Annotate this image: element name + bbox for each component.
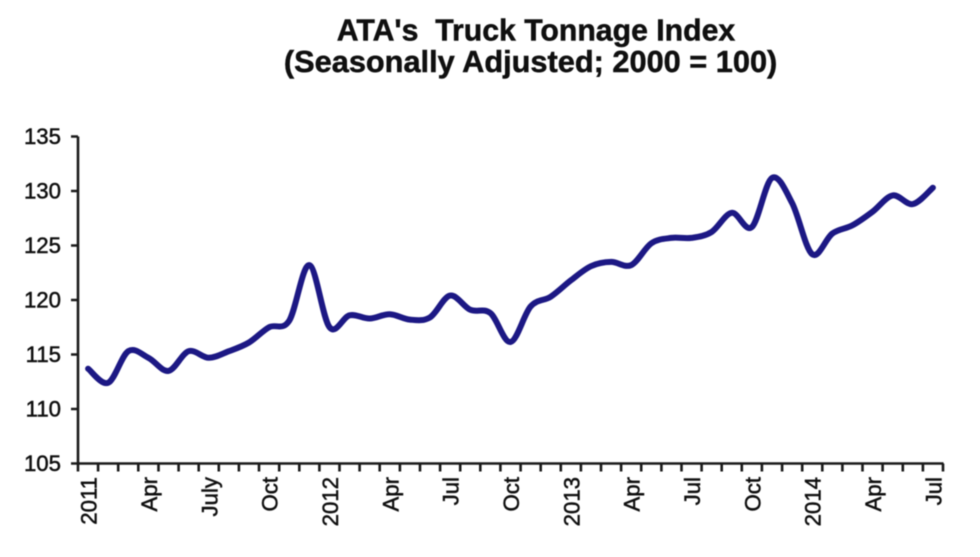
svg-text:Apr: Apr: [137, 476, 162, 511]
svg-text:2014: 2014: [801, 477, 826, 526]
svg-text:ATA's Truck Tonnage Index: ATA's Truck Tonnage Index: [337, 13, 735, 47]
svg-text:Oct: Oct: [740, 477, 765, 512]
svg-text:2011: 2011: [77, 477, 102, 525]
svg-text:2013: 2013: [559, 477, 584, 526]
svg-text:125: 125: [24, 233, 61, 258]
svg-text:Jul: Jul: [921, 477, 946, 505]
svg-text:Oct: Oct: [499, 477, 524, 512]
svg-text:2012: 2012: [318, 477, 343, 526]
svg-text:135: 135: [24, 124, 61, 149]
svg-text:(Seasonally Adjusted; 2000 = 1: (Seasonally Adjusted; 2000 = 100): [284, 44, 777, 79]
svg-text:Apr: Apr: [378, 476, 403, 511]
svg-text:110: 110: [26, 396, 61, 421]
svg-text:115: 115: [26, 342, 61, 367]
svg-text:Apr: Apr: [620, 476, 645, 511]
svg-text:July: July: [197, 476, 222, 516]
svg-text:120: 120: [24, 287, 61, 312]
svg-text:Jul: Jul: [680, 477, 705, 505]
svg-text:130: 130: [24, 178, 61, 203]
svg-text:Jul: Jul: [439, 477, 464, 505]
svg-text:Oct: Oct: [258, 477, 283, 512]
svg-text:105: 105: [24, 451, 61, 476]
svg-text:Apr: Apr: [861, 476, 886, 511]
